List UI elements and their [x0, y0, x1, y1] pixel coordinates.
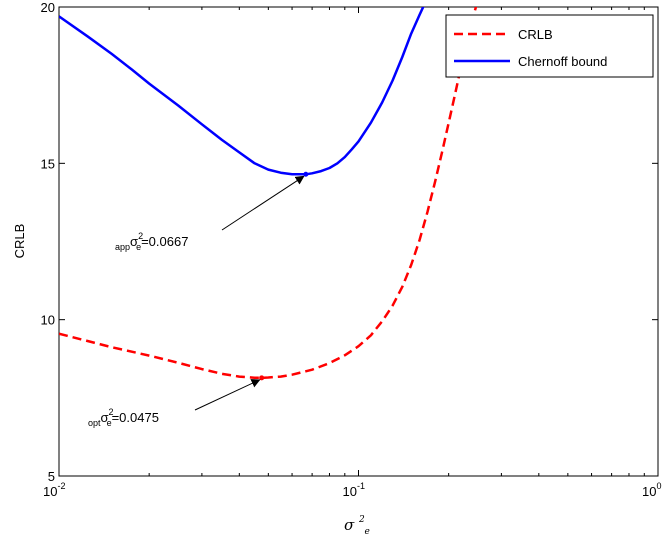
legend: CRLB Chernoff bound: [446, 15, 653, 77]
legend-label-chernoff: Chernoff bound: [518, 54, 607, 69]
x-tick-label: 10-2: [43, 481, 65, 499]
y-tick-label: 10: [41, 313, 55, 328]
y-tick-label: 15: [41, 156, 55, 171]
y-tick-label: 20: [41, 0, 55, 15]
legend-label-crlb: CRLB: [518, 27, 553, 42]
x-tick-label: 10-1: [343, 481, 365, 499]
app-annotation-marker: [303, 172, 308, 177]
x-tick-label: 100: [642, 481, 661, 499]
x-tick-labels: 10-2 10-1 100: [43, 481, 661, 499]
y-axis-label: CRLB: [12, 224, 27, 259]
x-axis-label: σ 2 e: [344, 508, 370, 537]
y-tick-labels: 5 10 15 20: [41, 0, 55, 484]
opt-annotation-marker: [259, 375, 264, 380]
y-tick-label: 5: [48, 469, 55, 484]
